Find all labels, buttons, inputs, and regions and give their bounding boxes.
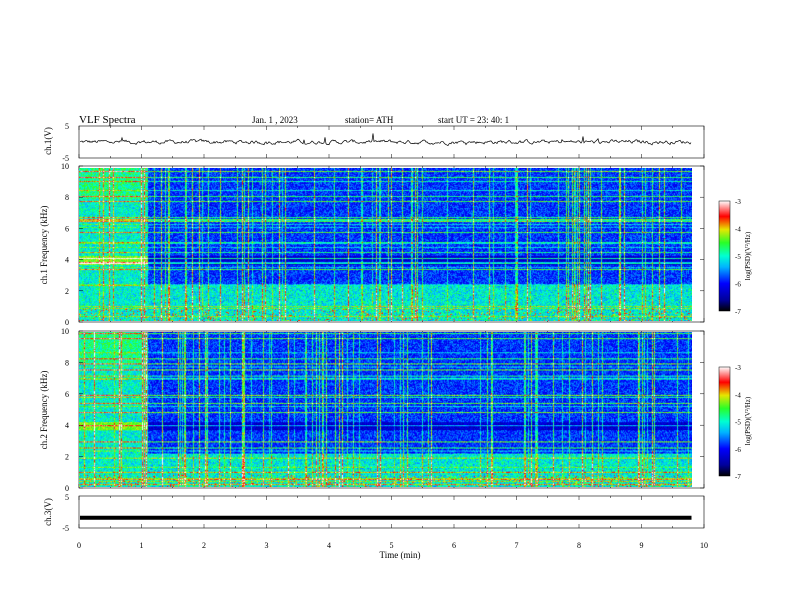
start-time-label: start UT = 23: 40: 1 <box>438 115 509 125</box>
colorbar-tick-label: -7 <box>735 473 741 481</box>
x-tick-label: 8 <box>577 541 581 550</box>
spec-ytick-label: 0 <box>65 484 69 493</box>
spec-ytick-label: 2 <box>65 287 69 296</box>
colorbar-tick-label: -4 <box>735 391 741 399</box>
x-axis-ticks: 0 1 2 3 4 5 6 7 8 9 10 <box>77 541 708 550</box>
ch3-waveform-panel: ch.3(V) 5 -5 <box>43 493 692 533</box>
ch1-waveform-panel: ch.1(V) 5 -5 <box>43 122 692 163</box>
x-tick-label: 1 <box>140 541 144 550</box>
spec-ytick-label: 10 <box>61 162 69 171</box>
spec-ytick-label: 10 <box>61 327 69 336</box>
spec-ytick-label: 8 <box>65 358 69 367</box>
ch1-waveform-trace <box>79 133 692 147</box>
ch1-colorbar: -3 -4 -5 -6 -7 log(PSD)(V²/Hz) <box>718 198 752 316</box>
spec-ytick-label: 6 <box>65 224 69 233</box>
x-tick-label: 7 <box>515 541 519 550</box>
spec-ytick-label: 8 <box>65 193 69 202</box>
x-tick-label: 2 <box>202 541 206 550</box>
ch3-wave-frame <box>78 495 705 529</box>
spec-ytick-label: 4 <box>65 256 69 265</box>
ch2-colorbar-label: log(PSD)(V²/Hz) <box>744 396 752 445</box>
spec-ytick-label: 0 <box>65 318 69 327</box>
colorbar-tick-label: -3 <box>735 364 741 372</box>
ch1-spec-ylabel-channel: ch.1 Frequency (kHz) <box>39 206 49 285</box>
spec-ytick-label: 4 <box>65 421 69 430</box>
colorbar-tick-label: -3 <box>735 198 741 206</box>
ch3-ytick-top: 5 <box>65 493 69 502</box>
x-tick-label: 10 <box>700 541 708 550</box>
ch1-ylabel: ch.1(V) <box>43 127 53 155</box>
x-tick-label: 4 <box>327 541 331 550</box>
ch2-colorbar-ticks: -3 -4 -5 -6 -7 <box>735 364 741 481</box>
x-axis-label: Time (min) <box>380 550 421 560</box>
ch2-colorbar-scale <box>718 366 731 477</box>
ch1-ytick-top: 5 <box>65 122 69 131</box>
ch1-spectrogram-panel: ch.1 Frequency (kHz) 0 2 4 6 8 10 <box>39 162 704 327</box>
ch1-colorbar-ticks: -3 -4 -5 -6 -7 <box>735 198 741 316</box>
colorbar-tick-label: -4 <box>735 226 741 234</box>
x-tick-label: 3 <box>265 541 269 550</box>
station-label: station= ATH <box>345 115 394 125</box>
ch1-colorbar-label: log(PSD)(V²/Hz) <box>744 231 752 280</box>
spec-ytick-label: 2 <box>65 453 69 462</box>
ch1-colorbar-scale <box>718 200 731 312</box>
spec-ytick-label: 6 <box>65 390 69 399</box>
ch3-ylabel: ch.3(V) <box>43 498 53 526</box>
ch1-ytick-bottom: -5 <box>62 154 69 163</box>
ch2-spec-yticks: 0 2 4 6 8 10 <box>61 327 704 493</box>
x-tick-label: 5 <box>390 541 394 550</box>
ch2-spectrogram-panel: ch.2 Frequency (kHz) 0 2 4 6 8 10 <box>39 327 704 493</box>
ch1-spectrogram-image <box>79 168 692 321</box>
ch3-ytick-bottom: -5 <box>62 524 69 533</box>
x-tick-label: 0 <box>77 541 81 550</box>
date-label: Jan. 1 , 2023 <box>252 115 298 125</box>
ch2-spectrogram-image <box>79 332 692 487</box>
x-tick-label: 9 <box>640 541 644 550</box>
colorbar-tick-label: -6 <box>735 446 741 454</box>
ch2-colorbar: -3 -4 -5 -6 -7 log(PSD)(V²/Hz) <box>718 364 752 481</box>
colorbar-tick-label: -6 <box>735 281 741 289</box>
ch2-spec-ylabel-channel: ch.2 Frequency (kHz) <box>39 371 49 450</box>
colorbar-tick-label: -5 <box>735 253 741 261</box>
colorbar-tick-label: -5 <box>735 419 741 427</box>
figure-title: VLF Spectra <box>79 114 136 126</box>
x-tick-label: 6 <box>452 541 456 550</box>
colorbar-tick-label: -7 <box>735 308 741 316</box>
ch1-spec-yticks: 0 2 4 6 8 10 <box>61 162 704 327</box>
